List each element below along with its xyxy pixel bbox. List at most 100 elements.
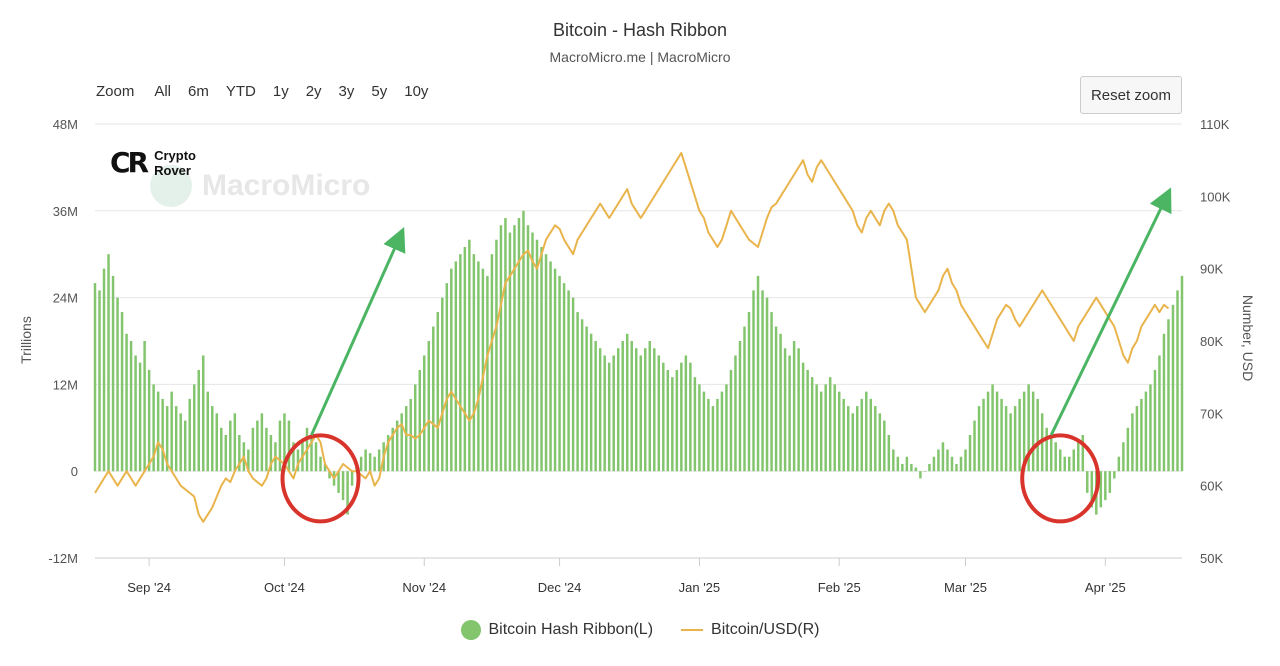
hash-ribbon-bar — [107, 254, 110, 472]
hash-ribbon-bar — [138, 362, 142, 472]
hash-ribbon-bar — [567, 290, 570, 472]
hash-ribbon-bar — [810, 377, 814, 472]
hash-ribbon-bar — [594, 341, 597, 472]
hash-ribbon-bar — [644, 348, 647, 472]
hash-ribbon-bar — [423, 355, 426, 472]
hash-ribbon-bar — [287, 420, 291, 472]
crypto-rover-text: Crypto Rover — [154, 148, 196, 178]
range-button-6m[interactable]: 6m — [188, 83, 209, 100]
hash-ribbon-bar — [116, 297, 119, 472]
hash-ribbon-bar — [950, 456, 954, 472]
hash-ribbon-bar — [341, 471, 345, 501]
hash-ribbon-bar — [517, 218, 521, 472]
hash-ribbon-bar — [1099, 471, 1103, 508]
hash-ribbon-bar — [743, 326, 746, 472]
hash-ribbon-bar — [1167, 319, 1170, 472]
hash-ribbon-bar — [666, 369, 670, 472]
hash-ribbon-bar — [662, 362, 665, 472]
hash-ribbon-bar — [441, 297, 444, 472]
hash-ribbon-bar — [833, 384, 836, 472]
range-button-5y[interactable]: 5y — [371, 83, 388, 100]
reset-zoom-button[interactable]: Reset zoom — [1080, 76, 1182, 114]
x-axis-tick-label: Nov '24 — [402, 580, 446, 595]
hash-ribbon-bar — [576, 312, 579, 472]
hash-ribbon-bar — [1004, 406, 1008, 472]
hash-ribbon-bar — [269, 435, 273, 472]
right-axis-title: Number, USD — [1240, 295, 1256, 381]
hash-ribbon-bar — [612, 355, 615, 472]
range-button-3y[interactable]: 3y — [338, 83, 355, 100]
hash-ribbon-bar — [869, 398, 873, 472]
hash-ribbon-bar — [323, 463, 327, 472]
hash-ribbon-bar — [283, 413, 286, 472]
chart-title: Bitcoin - Hash Ribbon — [552, 20, 728, 40]
hash-ribbon-bar — [937, 449, 940, 472]
hash-ribbon-bar — [120, 312, 124, 472]
hash-ribbon-bar — [585, 326, 588, 472]
hash-ribbon-bar — [373, 456, 376, 472]
hash-ribbon-bar — [359, 456, 363, 472]
crypto-rover-mark: CR — [110, 146, 149, 179]
hash-ribbon-bar — [499, 225, 503, 472]
hash-ribbon-bar — [278, 420, 282, 472]
hash-ribbon-bar — [265, 427, 268, 472]
hash-ribbon-bar — [991, 384, 994, 472]
range-button-1y[interactable]: 1y — [272, 83, 289, 100]
hash-ribbon-bar — [801, 362, 805, 472]
hash-ribbon-bar — [413, 384, 417, 472]
hash-ribbon-bar — [657, 355, 661, 472]
hash-ribbon-bar — [1068, 456, 1071, 472]
hash-ribbon-bar — [1176, 290, 1179, 472]
right-axis-tick-label: 60K — [1200, 479, 1223, 494]
range-button-all[interactable]: All — [154, 83, 172, 100]
hash-ribbon-bar — [693, 377, 697, 472]
hash-ribbon-bar — [792, 341, 796, 472]
hash-ribbon-bar — [878, 413, 882, 472]
hash-ribbon-bar — [1036, 398, 1039, 472]
hash-ribbon-bar — [292, 442, 295, 472]
hash-ribbon-bar — [689, 362, 692, 472]
hash-ribbon-bar — [598, 348, 602, 472]
right-axis-tick-label: 80K — [1200, 334, 1223, 349]
hash-ribbon-bar — [968, 435, 972, 472]
range-button-ytd[interactable]: YTD — [225, 83, 256, 100]
hash-ribbon-bar — [788, 355, 791, 472]
hash-ribbon-bar — [1077, 442, 1080, 472]
right-axis-tick-label: 110K — [1200, 117, 1230, 132]
hash-ribbon-bar — [463, 246, 467, 472]
hash-ribbon-bar — [783, 348, 787, 472]
hash-ribbon-bar — [711, 406, 715, 472]
hash-ribbon-bar — [653, 348, 656, 472]
hash-ribbon-bar — [892, 449, 895, 472]
hash-ribbon-bar — [1045, 427, 1048, 472]
hash-ribbon-bar — [188, 398, 191, 472]
range-button-10y[interactable]: 10y — [404, 83, 429, 100]
watermark-text: MacroMicro — [202, 169, 371, 202]
hash-ribbon-bar — [125, 333, 128, 472]
hash-ribbon-bar — [738, 341, 742, 472]
hash-ribbon-bar — [553, 268, 557, 472]
hash-ribbon-bar — [756, 275, 760, 472]
legend-item-btc-usd[interactable]: Bitcoin/USD(R) — [681, 621, 820, 639]
legend-item-hash-ribbon[interactable]: Bitcoin Hash Ribbon(L) — [460, 620, 653, 640]
hash-ribbon-bar — [1027, 384, 1030, 472]
hash-ribbon-bar — [1158, 355, 1161, 472]
hash-ribbon-bar — [129, 341, 133, 472]
hash-ribbon-bar — [544, 254, 548, 472]
hash-ribbon-bar — [747, 312, 751, 472]
hash-ribbon-bar — [580, 319, 584, 472]
hash-ribbon-bar — [964, 449, 967, 472]
crypto-rover-line2: Rover — [154, 162, 191, 178]
hash-ribbon-bar — [621, 341, 624, 472]
hash-ribbon-bar — [211, 406, 214, 472]
chart-subtitle: MacroMicro.me | MacroMicro — [549, 49, 731, 65]
hash-ribbon-bar — [946, 449, 949, 472]
hash-ribbon-bar — [630, 341, 633, 472]
hash-ribbon-bar — [368, 453, 372, 472]
range-button-2y[interactable]: 2y — [305, 83, 322, 100]
btc-price-line — [94, 151, 1170, 523]
hash-ribbon-bar — [377, 449, 381, 472]
hash-ribbon-bar — [797, 348, 800, 472]
hash-ribbon-bar — [418, 369, 421, 472]
hash-ribbon-bar — [856, 406, 859, 472]
